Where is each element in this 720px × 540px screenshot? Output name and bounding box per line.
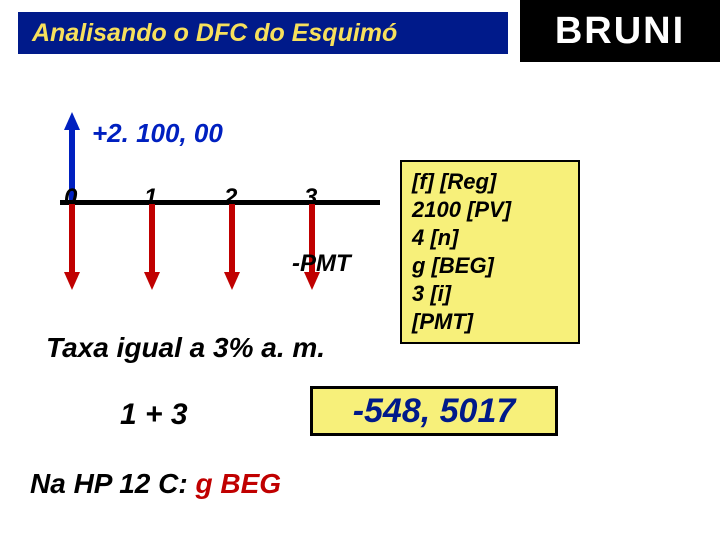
- result-box: -548, 5017: [310, 386, 558, 436]
- timeline-axis: [60, 200, 380, 205]
- arrow-head-up-icon: [64, 112, 80, 130]
- rate-text: Taxa igual a 3% a. m.: [46, 332, 325, 364]
- calc-line-4: 3 [i]: [412, 280, 568, 308]
- arrow-head-down-icon: [144, 272, 160, 290]
- calc-keystrokes-box: [f] [Reg]2100 [PV]4 [n]g [BEG]3 [i][PMT]: [400, 160, 580, 344]
- brand-badge: BRUNI: [520, 0, 720, 62]
- inflow-label: +2. 100, 00: [92, 118, 223, 149]
- pmt-label: -PMT: [292, 250, 351, 278]
- outflow-arrow-1: [149, 204, 155, 290]
- title-bar: Analisando o DFC do Esquimó: [18, 12, 508, 54]
- arrow-head-down-icon: [224, 272, 240, 290]
- calc-line-3: g [BEG]: [412, 252, 568, 280]
- hp12c-note: Na HP 12 C: g BEG: [30, 468, 281, 500]
- calc-line-5: [PMT]: [412, 308, 568, 336]
- arrow-shaft: [149, 204, 155, 272]
- calc-line-1: 2100 [PV]: [412, 196, 568, 224]
- hp12c-prefix: Na HP 12 C:: [30, 468, 195, 499]
- hp12c-beg: g BEG: [195, 468, 281, 499]
- calc-line-0: [f] [Reg]: [412, 168, 568, 196]
- calc-line-2: 4 [n]: [412, 224, 568, 252]
- arrow-shaft: [69, 204, 75, 272]
- arrow-shaft: [229, 204, 235, 272]
- outflow-arrow-2: [229, 204, 235, 290]
- formula-text: 1 + 3: [120, 398, 188, 432]
- arrow-head-down-icon: [64, 272, 80, 290]
- outflow-arrow-0: [69, 204, 75, 290]
